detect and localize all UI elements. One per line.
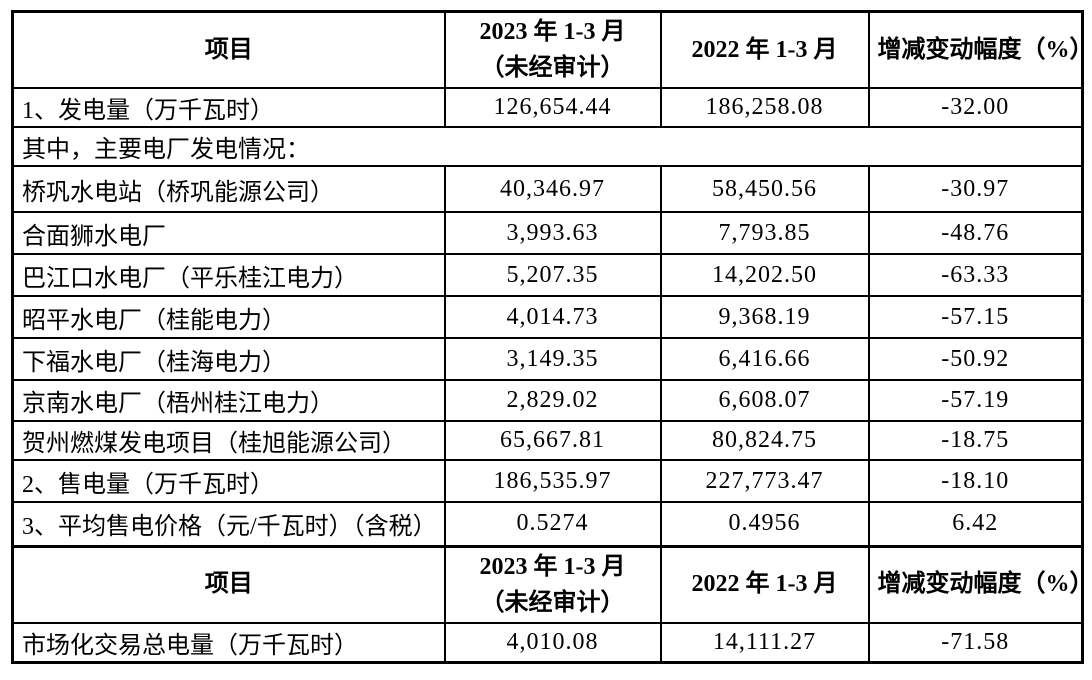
- value-2023: 65,667.81: [443, 420, 662, 461]
- power-generation-table: 项目 2023 年 1-3 月 （未经审计） 2022 年 1-3 月 增减变动…: [11, 10, 1084, 664]
- value-2022: 58,450.56: [659, 165, 870, 213]
- table-row-jingnan: 京南水电厂（梧州桂江电力） 2,829.02 6,608.07 -57.19: [11, 379, 1084, 422]
- value-2022: 186,258.08: [659, 87, 870, 128]
- value-2022: 7,793.85: [659, 211, 870, 255]
- value-2023: 2,829.02: [443, 379, 662, 422]
- change-value: -18.75: [867, 420, 1084, 461]
- table-subheader-row: 其中，主要电厂发电情况：: [11, 126, 1084, 167]
- value-2022: 14,111.27: [659, 621, 870, 663]
- table-row-hezhou: 贺州燃煤发电项目（桂旭能源公司） 65,667.81 80,824.75 -18…: [11, 420, 1084, 461]
- change-value: -57.15: [867, 295, 1084, 339]
- table-row-zhaoping: 昭平水电厂（桂能电力） 4,014.73 9,368.19 -57.15: [11, 295, 1084, 339]
- change-value: -50.92: [867, 337, 1084, 381]
- header-2023-line1: 2023 年 1-3 月: [479, 19, 626, 45]
- value-2023: 3,149.35: [443, 337, 662, 381]
- value-2023: 186,535.97: [443, 459, 662, 503]
- change-value: -18.10: [867, 459, 1084, 503]
- value-2022: 80,824.75: [659, 420, 870, 461]
- row-label: 昭平水电厂（桂能电力）: [11, 295, 446, 339]
- table-row-xiafu: 下福水电厂（桂海电力） 3,149.35 6,416.66 -50.92: [11, 337, 1084, 381]
- header-2023-line2: （未经审计）: [480, 589, 625, 616]
- value-2022: 9,368.19: [659, 295, 870, 339]
- row-label: 贺州燃煤发电项目（桂旭能源公司）: [11, 420, 446, 461]
- value-2022: 0.4956: [659, 501, 870, 547]
- row-label: 市场化交易总电量（万千瓦时）: [11, 621, 446, 663]
- table-row-qiaogong: 桥巩水电站（桥巩能源公司） 40,346.97 58,450.56 -30.97: [11, 165, 1084, 213]
- change-value: -48.76: [867, 211, 1084, 255]
- row-label: 巴江口水电厂（平乐桂江电力）: [11, 253, 446, 297]
- header-2023-line2: （未经审计）: [480, 55, 625, 81]
- table-header-row-2: 项目 2023 年 1-3 月 （未经审计） 2022 年 1-3 月 增减变动…: [11, 544, 1084, 624]
- row-label: 2、售电量（万千瓦时）: [11, 459, 446, 503]
- change-value: -57.19: [867, 379, 1084, 422]
- value-2023: 5,207.35: [443, 253, 662, 297]
- header-item: 项目: [11, 10, 446, 89]
- value-2023: 0.5274: [443, 501, 662, 547]
- change-value: -30.97: [867, 165, 1084, 213]
- row-label: 3、平均售电价格（元/千瓦时）（含税）: [11, 501, 446, 547]
- header-2023-line1: 2023 年 1-3 月: [479, 553, 626, 580]
- table-header-row-1: 项目 2023 年 1-3 月 （未经审计） 2022 年 1-3 月 增减变动…: [11, 10, 1084, 89]
- row-label: 京南水电厂（梧州桂江电力）: [11, 379, 446, 422]
- value-2022: 227,773.47: [659, 459, 870, 503]
- value-2022: 6,416.66: [659, 337, 870, 381]
- table-row-average-price: 3、平均售电价格（元/千瓦时）（含税） 0.5274 0.4956 6.42: [11, 501, 1084, 547]
- value-2022: 14,202.50: [659, 253, 870, 297]
- value-2023: 4,010.08: [443, 621, 662, 663]
- value-2023: 4,014.73: [443, 295, 662, 339]
- change-value: -71.58: [867, 621, 1084, 663]
- row-label: 1、发电量（万千瓦时）: [11, 87, 446, 128]
- header-change-percent: 增减变动幅度（%）: [867, 10, 1084, 89]
- value-2023: 40,346.97: [443, 165, 662, 213]
- header-change-percent: 增减变动幅度（%）: [867, 544, 1084, 624]
- row-label: 桥巩水电站（桥巩能源公司）: [11, 165, 446, 213]
- row-label: 合面狮水电厂: [11, 211, 446, 255]
- value-2023: 126,654.44: [443, 87, 662, 128]
- subheader-label: 其中，主要电厂发电情况：: [11, 126, 1084, 167]
- change-value: 6.42: [867, 501, 1084, 547]
- table-row-market-trade-volume: 市场化交易总电量（万千瓦时） 4,010.08 14,111.27 -71.58: [11, 621, 1084, 663]
- header-item: 项目: [11, 544, 446, 624]
- table-row-sales-volume: 2、售电量（万千瓦时） 186,535.97 227,773.47 -18.10: [11, 459, 1084, 503]
- header-2023-period: 2023 年 1-3 月 （未经审计）: [443, 10, 662, 89]
- change-value: -32.00: [867, 87, 1084, 128]
- value-2022: 6,608.07: [659, 379, 870, 422]
- table-row-generation-total: 1、发电量（万千瓦时） 126,654.44 186,258.08 -32.00: [11, 87, 1084, 128]
- row-label: 下福水电厂（桂海电力）: [11, 337, 446, 381]
- value-2023: 3,993.63: [443, 211, 662, 255]
- change-value: -63.33: [867, 253, 1084, 297]
- header-2023-period: 2023 年 1-3 月 （未经审计）: [443, 544, 662, 624]
- table-row-bajiangkou: 巴江口水电厂（平乐桂江电力） 5,207.35 14,202.50 -63.33: [11, 253, 1084, 297]
- header-2022-period: 2022 年 1-3 月: [659, 544, 870, 624]
- table-row-hemianshi: 合面狮水电厂 3,993.63 7,793.85 -48.76: [11, 211, 1084, 255]
- header-2022-period: 2022 年 1-3 月: [659, 10, 870, 89]
